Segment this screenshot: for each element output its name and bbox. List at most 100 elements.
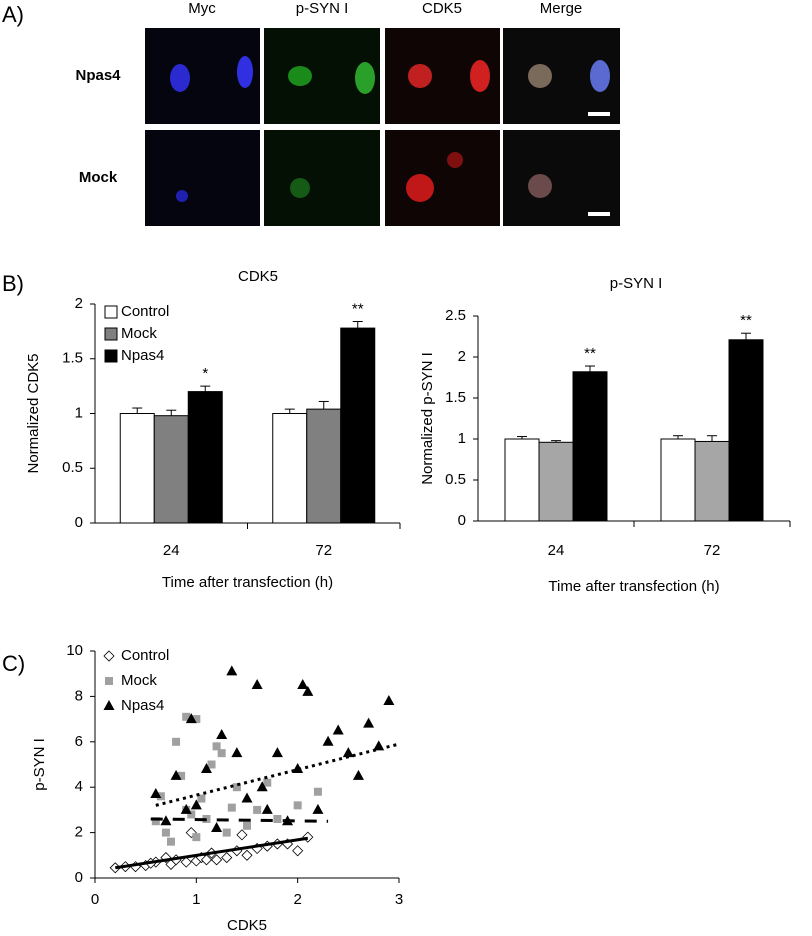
point <box>150 788 162 799</box>
bar <box>306 408 342 524</box>
cell <box>590 60 610 92</box>
point <box>160 815 172 826</box>
scale-bar <box>588 112 610 116</box>
cell <box>408 64 432 88</box>
row-label: Mock <box>79 169 118 186</box>
significance: ** <box>352 300 364 317</box>
point <box>332 724 344 735</box>
micrograph <box>145 130 260 226</box>
cell <box>470 60 490 92</box>
cell <box>176 190 188 202</box>
y-tick-label: 1 <box>458 430 466 447</box>
micrograph <box>385 130 500 226</box>
chart-title: CDK5 <box>238 268 278 285</box>
point <box>103 650 115 662</box>
point <box>170 769 182 780</box>
x-tick-label: 24 <box>548 542 565 559</box>
point <box>161 828 170 837</box>
y-tick-label: 0 <box>75 869 83 886</box>
panel-label: B) <box>2 271 24 296</box>
panel-label: C) <box>2 651 25 676</box>
point <box>292 763 304 774</box>
point <box>313 787 322 796</box>
trend-line <box>115 836 309 870</box>
point <box>212 742 221 751</box>
point <box>261 803 273 814</box>
micrographs <box>145 28 620 226</box>
trend-line <box>150 817 329 823</box>
bar <box>538 441 574 522</box>
legend-label: Control <box>121 647 169 664</box>
x-tick-label: 0 <box>91 891 99 908</box>
cell <box>447 152 463 168</box>
point <box>263 778 272 787</box>
significance: ** <box>584 345 596 362</box>
y-tick-label: 0 <box>75 514 83 531</box>
y-tick-label: 8 <box>75 687 83 704</box>
y-tick-label: 0.5 <box>62 459 83 476</box>
point <box>251 679 263 690</box>
point <box>192 833 201 842</box>
y-tick-label: 0 <box>458 512 466 529</box>
y-tick-label: 2 <box>75 295 83 312</box>
bar <box>187 391 223 524</box>
scale-bar <box>588 212 610 216</box>
x-tick-label: 3 <box>395 891 403 908</box>
bar <box>728 339 764 522</box>
y-tick-label: 1 <box>75 404 83 421</box>
point <box>211 822 223 833</box>
micrograph <box>264 130 380 226</box>
point <box>383 694 395 705</box>
legend-label: Control <box>121 303 169 320</box>
point <box>200 854 213 866</box>
legend-label: Mock <box>121 325 157 342</box>
column-label: CDK5 <box>422 0 462 17</box>
point <box>200 763 212 774</box>
point <box>271 747 283 758</box>
x-axis-label: CDK5 <box>227 917 267 934</box>
bar <box>272 413 308 524</box>
point <box>253 805 262 814</box>
y-axis-label: Normalized p-SYN I <box>419 352 436 485</box>
point <box>216 728 228 739</box>
x-tick-label: 72 <box>315 542 332 559</box>
point <box>180 856 192 868</box>
point <box>187 810 196 819</box>
point <box>197 794 206 803</box>
point <box>217 749 226 758</box>
point <box>207 760 216 769</box>
cell <box>406 174 434 202</box>
bar <box>119 413 155 524</box>
column-label: Myc <box>188 0 216 17</box>
chart-title: p-SYN I <box>610 275 663 292</box>
point <box>236 829 248 841</box>
point <box>185 713 197 724</box>
column-label: p-SYN I <box>296 0 349 17</box>
point <box>156 792 165 801</box>
cell <box>288 66 312 86</box>
column-label: Merge <box>540 0 583 17</box>
point <box>243 821 251 830</box>
point <box>103 700 115 710</box>
y-tick-label: 0.5 <box>445 471 466 488</box>
legend-label: Mock <box>121 672 157 689</box>
legend-swatch <box>104 349 118 363</box>
y-tick-label: 4 <box>75 778 83 795</box>
point <box>222 828 231 837</box>
point <box>182 712 191 721</box>
point <box>241 849 253 861</box>
point <box>105 677 113 685</box>
bar <box>504 438 540 522</box>
point <box>302 831 314 843</box>
x-axis-label: Time after transfection (h) <box>162 574 333 591</box>
cell <box>237 56 253 88</box>
legend-swatch <box>104 305 118 319</box>
cell <box>528 174 552 198</box>
panel-label: A) <box>2 2 24 27</box>
point <box>352 769 364 780</box>
x-tick-label: 2 <box>293 891 301 908</box>
y-axis-label: Normalized CDK5 <box>25 353 42 473</box>
x-tick-label: 24 <box>163 542 180 559</box>
bar <box>660 438 696 522</box>
